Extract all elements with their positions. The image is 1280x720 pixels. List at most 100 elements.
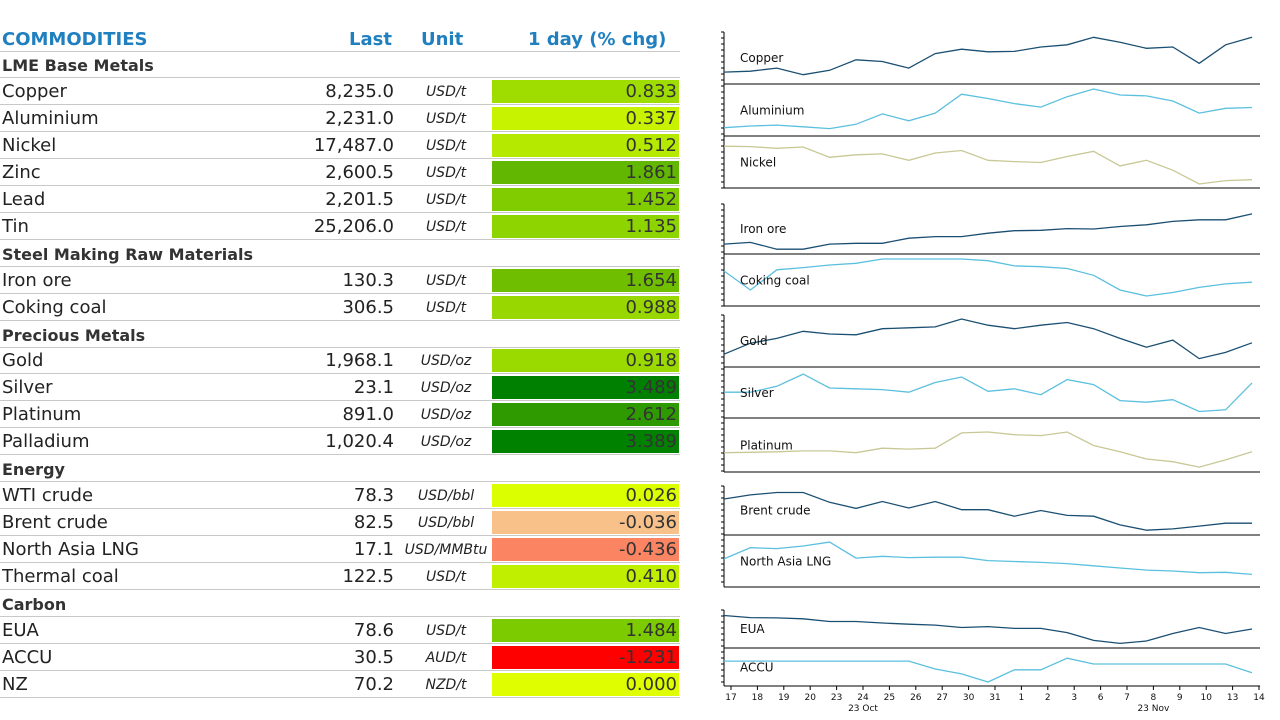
commodity-name: Nickel (2, 134, 57, 156)
commodity-name: WTI crude (2, 485, 94, 507)
section-label: Energy (2, 460, 65, 480)
change-cell: 3.389 (492, 430, 679, 454)
x-tick-label: 30 (963, 693, 975, 703)
header-divider (0, 51, 680, 52)
last-price: 23.1 (353, 377, 394, 399)
series-label: Silver (740, 386, 774, 400)
change-cell: 0.918 (492, 349, 679, 373)
commodity-name: Thermal coal (2, 566, 119, 588)
series-line-eua (723, 614, 1253, 645)
unit-label: USD/t (425, 622, 467, 639)
x-tick-label: 6 (1098, 693, 1104, 703)
x-tick-label: 18 (752, 693, 764, 703)
x-tick-label: 2 (1045, 693, 1051, 703)
commodity-name: Silver (2, 377, 53, 399)
change-cell: -0.436 (492, 538, 679, 562)
change-cell: -0.036 (492, 511, 679, 535)
series-label: EUA (740, 622, 765, 636)
change-cell: 0.410 (492, 565, 679, 589)
commodity-name: Coking coal (2, 296, 107, 318)
last-price: 2,600.5 (325, 161, 394, 183)
last-price: 70.2 (353, 673, 394, 695)
series-line-gold (723, 318, 1253, 360)
series-line-copper (723, 36, 1253, 76)
table-row: Zinc 2,600.5 USD/t 1.861 (0, 160, 680, 186)
month-label: 23 Nov (1137, 704, 1170, 714)
x-tick-label: 13 (1227, 693, 1238, 703)
x-tick-label: 31 (989, 693, 1000, 703)
unit-label: USD/t (425, 191, 467, 208)
change-cell: 0.000 (492, 672, 679, 696)
x-tick-label: 14 (1253, 693, 1265, 703)
series-label: ACCU (740, 661, 774, 675)
unit-label: USD/oz (420, 434, 472, 451)
series-label: North Asia LNG (740, 555, 831, 569)
series-line-aluminium (723, 88, 1253, 130)
section-label: Steel Making Raw Materials (2, 244, 254, 264)
unit-label: USD/t (425, 569, 467, 586)
table-row: Copper 8,235.0 USD/t 0.833 (0, 79, 680, 105)
table-row: Coking coal 306.5 USD/t 0.988 (0, 295, 680, 321)
last-price: 82.5 (353, 512, 394, 534)
last-price: 2,231.0 (325, 107, 394, 129)
series-line-platinum (723, 431, 1253, 468)
section-header: Energy (0, 456, 680, 483)
series-label: Nickel (740, 156, 776, 170)
unit-label: NZD/t (425, 676, 467, 693)
x-tick-label: 19 (778, 693, 790, 703)
commodity-name: North Asia LNG (2, 539, 139, 561)
x-tick-label: 24 (857, 693, 869, 703)
change-cell: 0.512 (492, 133, 679, 157)
table-row: Lead 2,201.5 USD/t 1.452 (0, 187, 680, 213)
last-price: 78.3 (353, 485, 394, 507)
x-tick-label: 7 (1124, 693, 1130, 703)
x-tick-label: 1 (1019, 693, 1025, 703)
unit-label: USD/bbl (417, 488, 475, 505)
series-label: Aluminium (740, 104, 804, 118)
section-header: Precious Metals (0, 322, 680, 348)
commodity-name: Aluminium (2, 107, 99, 129)
table-row: ACCU 30.5 AUD/t -1.231 (0, 645, 680, 671)
table-row: Aluminium 2,231.0 USD/t 0.337 (0, 106, 680, 132)
header-unit: Unit (421, 29, 464, 50)
change-cell: 0.337 (492, 106, 679, 130)
unit-label: USD/oz (420, 380, 472, 397)
unit-label: USD/oz (420, 353, 472, 370)
last-price: 891.0 (342, 404, 394, 426)
series-line-iron-ore (723, 213, 1253, 250)
x-tick-label: 23 (831, 693, 842, 703)
x-tick-label: 3 (1071, 693, 1077, 703)
last-price: 17.1 (353, 539, 394, 561)
table-row: Thermal coal 122.5 USD/t 0.410 (0, 564, 680, 591)
change-cell: 0.988 (492, 295, 679, 319)
unit-label: USD/t (425, 83, 467, 100)
series-line-accu (724, 657, 1253, 683)
unit-label: USD/t (425, 299, 467, 316)
section-header: Steel Making Raw Materials (0, 241, 680, 267)
change-cell: 1.452 (492, 187, 679, 211)
header-commodities: COMMODITIES (2, 29, 148, 50)
table-row: Nickel 17,487.0 USD/t 0.512 (0, 133, 680, 159)
table-row: North Asia LNG 17.1 USD/MMBtu -0.436 (0, 537, 680, 564)
commodity-name: Tin (2, 215, 29, 237)
table-row: NZ 70.2 NZD/t 0.000 (0, 672, 680, 698)
unit-label: USD/t (425, 164, 467, 181)
table-row: EUA 78.6 USD/t 1.484 (0, 618, 680, 644)
x-tick-label: 10 (1200, 693, 1212, 703)
commodity-name: Lead (2, 188, 46, 210)
change-cell: 2.612 (492, 403, 679, 427)
unit-label: USD/bbl (417, 515, 475, 532)
x-tick-label: 17 (725, 693, 736, 703)
change-cell: 0.026 (492, 484, 679, 508)
series-line-north-asia-lng (723, 541, 1253, 576)
commodity-name: Copper (2, 80, 67, 102)
commodity-name: Palladium (2, 431, 90, 453)
commodity-name: Zinc (2, 161, 41, 183)
commodity-name: Brent crude (2, 512, 108, 534)
header-change: 1 day (% chg) (528, 29, 667, 50)
series-label: Platinum (740, 439, 793, 453)
unit-label: USD/t (425, 272, 467, 289)
table-row: Brent crude 82.5 USD/bbl -0.036 (0, 510, 680, 537)
section-label: Precious Metals (2, 325, 146, 345)
series-label: Brent crude (740, 504, 811, 518)
